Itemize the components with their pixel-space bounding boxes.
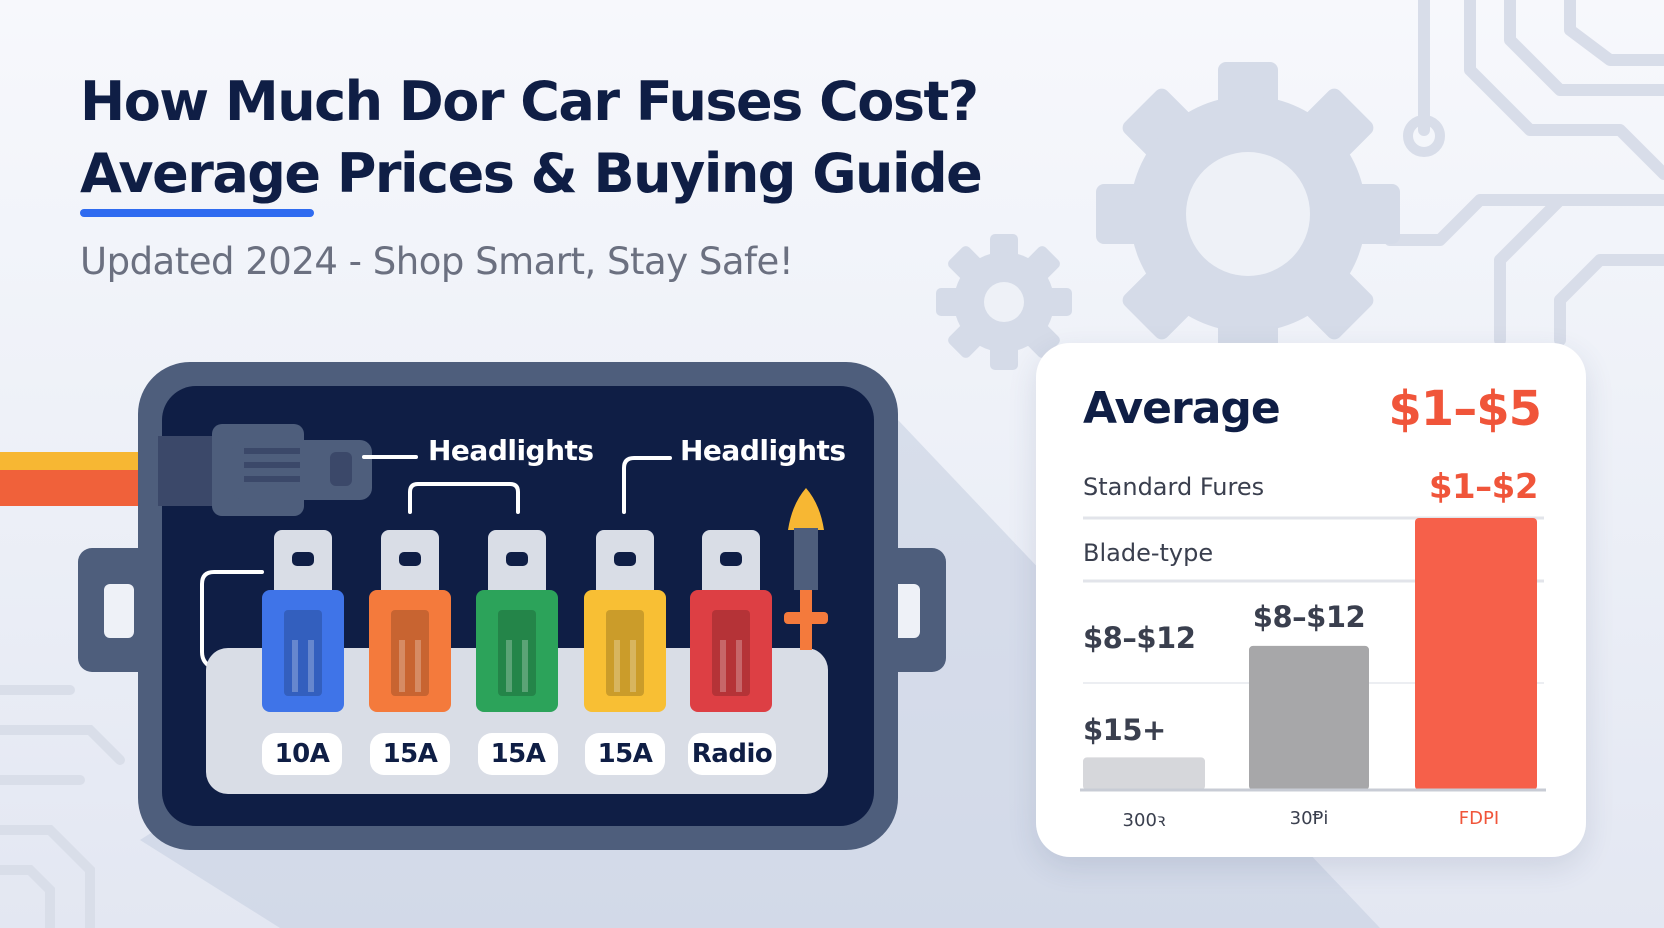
fuse-label-3: 15A (478, 733, 558, 775)
fuse-label-4: 15A (585, 733, 665, 775)
callout-bracket (408, 482, 520, 514)
price-bar-chart (1080, 516, 1546, 792)
fuse-1 (262, 530, 344, 712)
fuse-2 (369, 530, 451, 712)
x-tick-label: FDPI (1458, 808, 1500, 829)
x-tick-label: 30Ᵽi (1289, 808, 1329, 829)
page-subtitle: Updated 2024 - Shop Smart, Stay Safe! (80, 240, 794, 283)
callout-headlights-2: Headlights (680, 434, 846, 467)
test-probe-icon (784, 488, 828, 650)
fuse-label-5: Radio (688, 733, 776, 775)
callout-headlights-1: Headlights (428, 434, 594, 467)
row-label-high-price: $15+ (1083, 713, 1166, 747)
page-title-line-2: Average Prices & Buying Guide (80, 142, 983, 205)
chart-bar-3 (1415, 518, 1537, 790)
wire-yellow (0, 452, 150, 470)
fuse-tray (206, 648, 828, 794)
small-gear-icon (936, 234, 1072, 370)
bar-value-label: $8–$12 (1252, 600, 1366, 634)
row-label-blade: Blade-type (1083, 539, 1214, 567)
title-underline (80, 209, 314, 217)
fuse-label-1: 10A (262, 733, 342, 775)
page-title-line-1: How Much Dor Car Fuses Cost? (80, 70, 979, 133)
x-tick-label: 300ꝛ (1122, 810, 1166, 831)
row-value-standard: $1–$2 (1428, 467, 1539, 507)
callout-leader-2 (622, 456, 672, 514)
wire-orange (0, 470, 150, 506)
fuse-5 (690, 530, 772, 712)
row-label-mid-price: $8–$12 (1083, 621, 1196, 655)
price-card: Average $1–$5 Standard Fures $1–$2 Blade… (1036, 343, 1586, 857)
card-heading: Average (1083, 383, 1281, 434)
large-gear-icon (1096, 62, 1400, 366)
row-label-standard: Standard Fures (1083, 473, 1265, 501)
circuit-traces-left-icon (0, 685, 125, 928)
fuse-3 (476, 530, 558, 712)
chart-bar-2 (1249, 645, 1369, 790)
fuse-label-2: 15A (370, 733, 450, 775)
fuse-4 (584, 530, 666, 712)
connector-plug-icon (158, 424, 372, 516)
chart-bar-1 (1083, 757, 1205, 790)
circuit-traces-icon (1384, 0, 1664, 346)
card-price-range: $1–$5 (1388, 381, 1542, 437)
